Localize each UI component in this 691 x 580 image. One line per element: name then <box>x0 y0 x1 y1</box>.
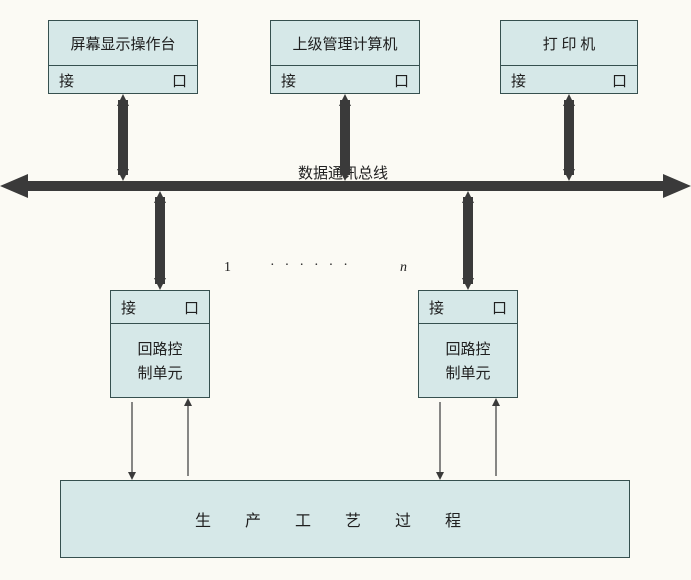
body-line2: 制单元 <box>445 362 490 386</box>
node-printer-interface: 接 口 <box>501 65 637 95</box>
node-printer-title: 打 印 机 <box>501 21 637 65</box>
if-right: 口 <box>172 70 187 91</box>
body-line2: 制单元 <box>137 362 182 386</box>
node-loop-1-body: 回路控 制单元 <box>111 323 209 400</box>
node-loop-n-interface: 接 口 <box>419 291 517 323</box>
if-left: 接 <box>121 297 136 318</box>
node-console: 屏幕显示操作台 接 口 <box>48 20 198 94</box>
dots: ······ <box>270 258 358 274</box>
node-process-label: 生产工艺过程 <box>195 507 495 531</box>
if-left: 接 <box>59 70 74 91</box>
bus-arrow-right <box>663 174 691 198</box>
node-loop-1-interface: 接 口 <box>111 291 209 323</box>
node-upper-mgmt-title: 上级管理计算机 <box>271 21 419 65</box>
body-line1: 回路控 <box>137 338 182 362</box>
if-right: 口 <box>612 70 627 91</box>
if-right: 口 <box>394 70 409 91</box>
node-printer: 打 印 机 接 口 <box>500 20 638 94</box>
node-console-title: 屏幕显示操作台 <box>49 21 197 65</box>
node-loop-1: 接 口 回路控 制单元 <box>110 290 210 398</box>
bus-arrow-left <box>0 174 28 198</box>
node-console-interface: 接 口 <box>49 65 197 95</box>
if-left: 接 <box>281 70 296 91</box>
node-upper-mgmt: 上级管理计算机 接 口 <box>270 20 420 94</box>
node-loop-n: 接 口 回路控 制单元 <box>418 290 518 398</box>
node-loop-n-body: 回路控 制单元 <box>419 323 517 400</box>
node-upper-mgmt-interface: 接 口 <box>271 65 419 95</box>
node-process: 生产工艺过程 <box>60 480 630 558</box>
body-line1: 回路控 <box>445 338 490 362</box>
if-left: 接 <box>511 70 526 91</box>
loop-n-index: n <box>400 260 407 276</box>
if-right: 口 <box>184 297 199 318</box>
if-right: 口 <box>492 297 507 318</box>
bus-label: 数据通讯总线 <box>298 162 388 183</box>
if-left: 接 <box>429 297 444 318</box>
loop-1-index: 1 <box>224 260 231 276</box>
